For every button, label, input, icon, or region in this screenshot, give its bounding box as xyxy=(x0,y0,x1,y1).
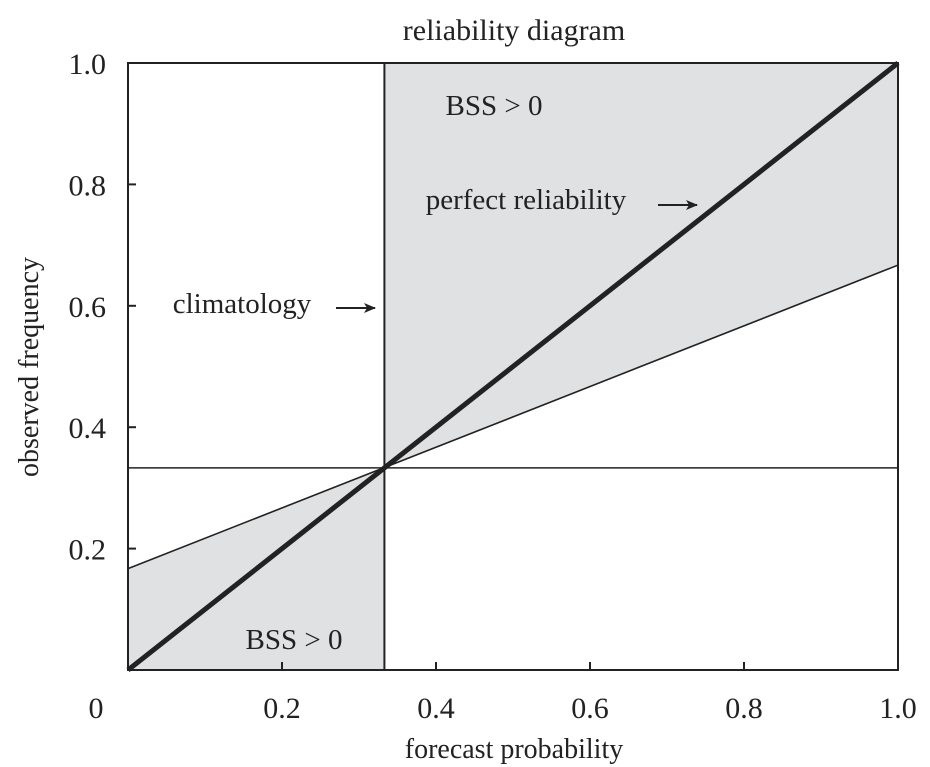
y-axis-title: observed frequency xyxy=(14,257,45,477)
x-axis-title: forecast probability xyxy=(405,734,623,765)
chart-title: reliability diagram xyxy=(403,14,625,47)
y-tick-label: 0.8 xyxy=(69,169,107,202)
climatology-label: climatology xyxy=(173,288,312,320)
y-tick-label: 0.2 xyxy=(69,534,107,567)
plot-frame xyxy=(127,62,899,671)
x-tick-label: 0.2 xyxy=(263,692,301,725)
x-tick-label: 0.8 xyxy=(725,692,763,725)
y-tick-label: 0.6 xyxy=(69,291,107,324)
x-tick-label: 0.4 xyxy=(417,692,455,725)
x-tick-label: 0.6 xyxy=(571,692,609,725)
x-tick-label: 1.0 xyxy=(879,692,917,725)
no-skill-line xyxy=(127,264,899,570)
bss-lower-label: BSS > 0 xyxy=(246,624,343,656)
perfect-reliability-line xyxy=(126,61,900,672)
bss-upper-label: BSS > 0 xyxy=(446,90,543,122)
y-tick-label: 0.4 xyxy=(69,412,107,445)
x-tick-label: 0 xyxy=(89,692,104,725)
y-tick-label: 1.0 xyxy=(69,48,107,81)
perfect-reliability-label: perfect reliability xyxy=(426,184,627,216)
